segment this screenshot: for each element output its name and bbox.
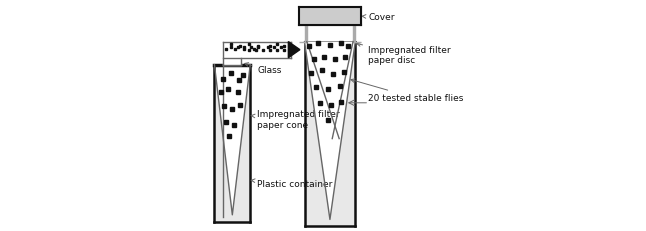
- Polygon shape: [214, 65, 250, 222]
- Polygon shape: [222, 58, 241, 65]
- Text: 20 tested stable flies: 20 tested stable flies: [351, 79, 463, 103]
- Polygon shape: [288, 42, 300, 58]
- Text: Plastic container: Plastic container: [251, 179, 333, 189]
- Text: Impregnated filter
paper disc: Impregnated filter paper disc: [357, 43, 451, 65]
- Polygon shape: [304, 25, 307, 42]
- Polygon shape: [304, 42, 355, 226]
- Polygon shape: [353, 25, 355, 42]
- Polygon shape: [304, 42, 355, 219]
- Polygon shape: [298, 7, 361, 25]
- Polygon shape: [222, 42, 291, 58]
- Text: Glass: Glass: [245, 63, 282, 75]
- Polygon shape: [214, 65, 250, 215]
- Text: Cover: Cover: [362, 13, 395, 22]
- Text: Impregnated filter
paper cone: Impregnated filter paper cone: [251, 110, 340, 130]
